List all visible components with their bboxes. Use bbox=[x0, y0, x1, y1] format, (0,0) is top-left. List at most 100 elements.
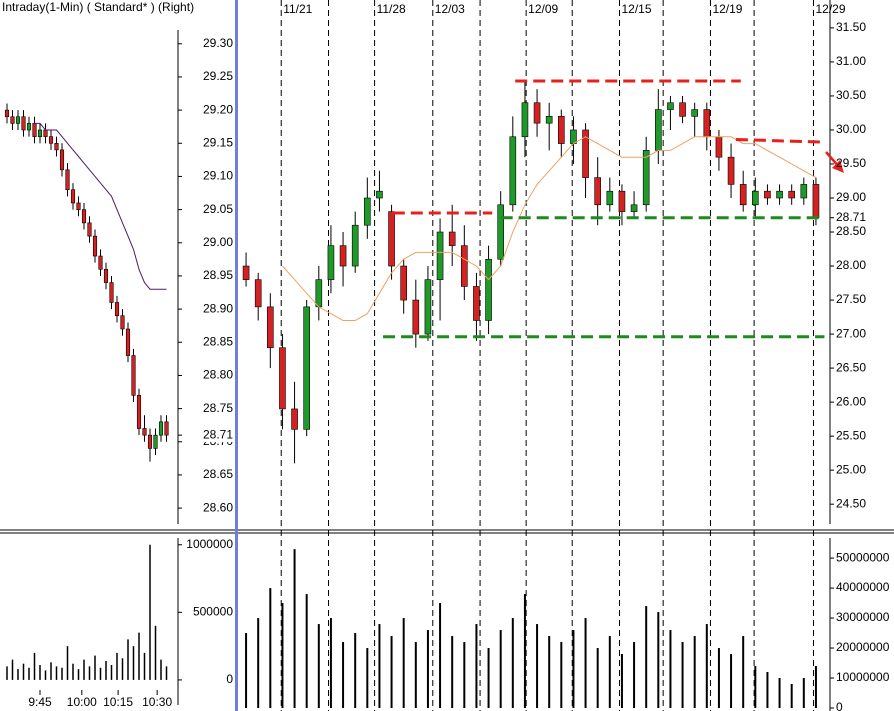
volume-bar bbox=[584, 618, 587, 709]
x-tick-label: 10:00 bbox=[67, 695, 97, 709]
candle-body bbox=[48, 136, 54, 144]
last-price-bg bbox=[835, 210, 869, 225]
last-price-bg bbox=[200, 428, 234, 443]
candle-body bbox=[87, 222, 92, 237]
candle-body bbox=[136, 395, 142, 429]
y-tick-label: 500000 bbox=[193, 605, 233, 619]
y-tick-label: 20000000 bbox=[836, 640, 890, 654]
candle-body bbox=[54, 142, 59, 151]
volume-bar bbox=[414, 642, 417, 709]
y-tick-label: 0 bbox=[836, 700, 843, 711]
volume-bar bbox=[766, 672, 769, 709]
candle-body bbox=[98, 255, 103, 270]
candle-body bbox=[254, 279, 262, 308]
volume-bar bbox=[39, 665, 41, 680]
y-tick-label: 24.50 bbox=[836, 496, 866, 510]
y-tick-label: 30.50 bbox=[836, 88, 866, 102]
volume-bar bbox=[426, 630, 429, 709]
y-tick-label: 0 bbox=[226, 672, 233, 686]
y-tick-label: 50000000 bbox=[836, 550, 890, 564]
candle-body bbox=[545, 116, 553, 124]
candle-body bbox=[400, 265, 407, 301]
y-tick-label: 28.60 bbox=[203, 500, 233, 514]
volume-bar bbox=[681, 642, 684, 709]
volume-bar bbox=[317, 624, 320, 709]
volume-bar bbox=[354, 633, 357, 709]
candle-body bbox=[776, 190, 783, 199]
volume-bar bbox=[814, 666, 817, 709]
volume-bar bbox=[94, 655, 96, 680]
moving-average bbox=[282, 136, 817, 321]
volume-bar bbox=[33, 652, 36, 680]
candle-body bbox=[509, 136, 517, 206]
candle-body bbox=[485, 258, 492, 321]
y-tick-label: 29.20 bbox=[203, 102, 233, 116]
candle-body bbox=[497, 204, 504, 260]
y-tick-label: 28.95 bbox=[203, 268, 233, 282]
volume-bar bbox=[511, 618, 514, 709]
candle-body bbox=[715, 136, 723, 158]
x-tick-label: 12/03 bbox=[435, 2, 465, 16]
candle-body bbox=[327, 245, 335, 280]
candle-body bbox=[570, 129, 577, 144]
volume-bar bbox=[790, 684, 793, 709]
candle-body bbox=[351, 224, 359, 267]
y-tick-label: 40000000 bbox=[836, 580, 890, 594]
volume-bar bbox=[160, 659, 162, 680]
x-tick-label: 11/28 bbox=[377, 2, 406, 16]
volume-bar bbox=[257, 618, 260, 709]
y-tick-label: 25.00 bbox=[836, 462, 866, 476]
candle-body bbox=[32, 123, 37, 137]
candle-body bbox=[703, 109, 711, 138]
volume-bar bbox=[154, 625, 157, 680]
candle-body bbox=[388, 211, 395, 267]
y-tick-label: 10000000 bbox=[836, 670, 890, 684]
volume-bar bbox=[608, 636, 611, 709]
panel-divider bbox=[235, 0, 238, 711]
volume-bar bbox=[99, 667, 102, 680]
y-tick-label: 27.00 bbox=[836, 326, 866, 340]
candle-body bbox=[21, 116, 26, 131]
y-tick-label: 28.85 bbox=[203, 334, 233, 348]
volume-bar bbox=[693, 636, 696, 709]
volume-bar bbox=[132, 646, 135, 680]
candle-body bbox=[10, 116, 15, 124]
candle-body bbox=[655, 109, 662, 151]
candle-body bbox=[727, 156, 735, 185]
y-tick-label: 28.50 bbox=[836, 224, 866, 238]
x-tick-label: 9:45 bbox=[28, 695, 52, 709]
candle-body bbox=[739, 184, 747, 206]
volume-bar bbox=[439, 603, 442, 709]
y-tick-label: 29.30 bbox=[203, 36, 233, 50]
volume-bar bbox=[110, 665, 113, 680]
y-tick-label: 29.10 bbox=[203, 169, 233, 183]
volume-bar bbox=[88, 666, 91, 680]
x-tick-label: 12/15 bbox=[622, 2, 652, 16]
candle-body bbox=[473, 286, 480, 321]
volume-bar bbox=[669, 630, 672, 709]
y-tick-label: 29.05 bbox=[203, 202, 233, 216]
last-price-label: 28.71 bbox=[203, 427, 233, 441]
x-tick-label: 10:30 bbox=[142, 695, 172, 709]
volume-bar bbox=[6, 666, 8, 680]
candle-body bbox=[630, 204, 638, 212]
candle-body bbox=[120, 315, 125, 330]
volume-bar bbox=[560, 642, 563, 709]
y-tick-label: 1000000 bbox=[186, 537, 233, 551]
x-tick-label: 12/09 bbox=[528, 2, 558, 16]
candle-body bbox=[109, 282, 114, 303]
volume-bar bbox=[61, 667, 63, 680]
y-tick-label: 28.75 bbox=[203, 401, 233, 415]
candle-body bbox=[164, 421, 169, 436]
candle-body bbox=[103, 269, 109, 283]
volume-bar bbox=[754, 666, 757, 709]
volume-bar bbox=[138, 632, 140, 680]
candle-body bbox=[70, 189, 76, 204]
candle-body bbox=[800, 184, 808, 199]
y-tick-label: 29.25 bbox=[203, 69, 233, 83]
candle-body bbox=[436, 231, 444, 280]
volume-bar bbox=[802, 678, 805, 709]
volume-bar bbox=[77, 669, 80, 680]
